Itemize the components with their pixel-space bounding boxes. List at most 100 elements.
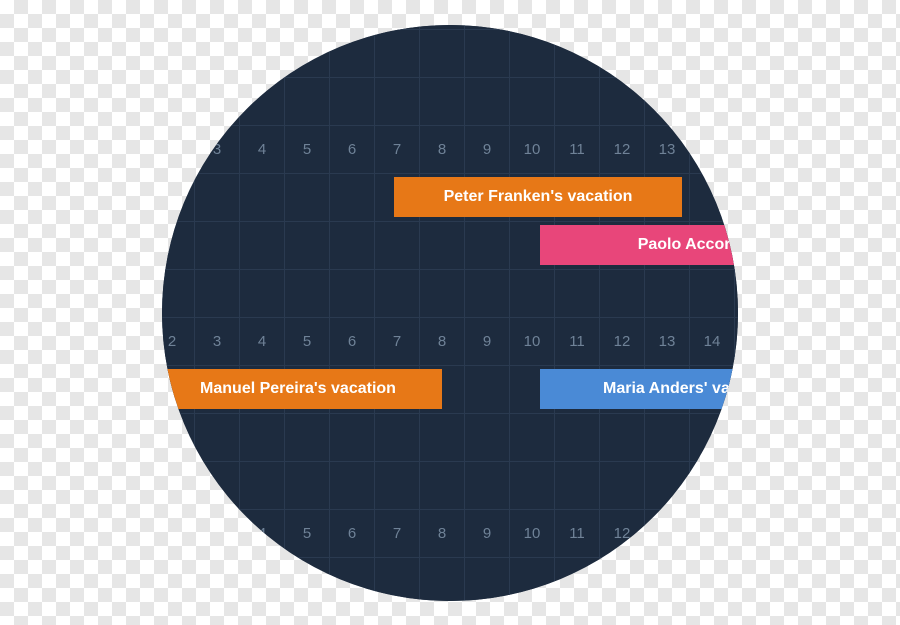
calendar-cell (284, 413, 329, 461)
calendar-day-header: 3 (194, 317, 239, 365)
calendar-day-header: 12 (599, 509, 644, 557)
calendar-cell (329, 557, 374, 601)
calendar-cell (162, 461, 194, 509)
calendar-cell (162, 77, 194, 125)
calendar-cell (644, 557, 689, 601)
calendar-cell (329, 221, 374, 269)
calendar-cell (599, 29, 644, 77)
bar-manuel-pereira[interactable]: Manuel Pereira's vacation (162, 369, 442, 409)
calendar-cell (509, 461, 554, 509)
calendar-cell (689, 77, 734, 125)
calendar-cell (419, 77, 464, 125)
calendar-cell (374, 29, 419, 77)
calendar-cell (644, 29, 689, 77)
transparency-checker-background: 1234567891011123456789101112131415161234… (0, 0, 900, 625)
calendar-cell (734, 173, 738, 221)
calendar-day-header: 8 (419, 317, 464, 365)
calendar-cell (464, 413, 509, 461)
calendar-day-header: 14 (689, 317, 734, 365)
calendar-cell (509, 269, 554, 317)
calendar-cell (329, 29, 374, 77)
calendar-day-header: 10 (509, 125, 554, 173)
calendar-cell (419, 221, 464, 269)
calendar-cell (374, 557, 419, 601)
bar-peter-franken[interactable]: Peter Franken's vacation (394, 177, 682, 217)
calendar-day-header: 7 (374, 125, 419, 173)
calendar-cell (374, 269, 419, 317)
calendar-day-header: 4 (239, 509, 284, 557)
calendar-day-header: 9 (464, 317, 509, 365)
calendar-cell (689, 557, 734, 601)
calendar-cell (239, 269, 284, 317)
bar-ma-blue[interactable]: Maria Anders' vacation (540, 369, 738, 409)
calendar-cell (599, 77, 644, 125)
calendar-cell (689, 29, 734, 77)
calendar-cell (284, 29, 329, 77)
calendar-header-row: 12345678910111213141516 (162, 125, 738, 173)
calendar-cell (162, 413, 194, 461)
calendar-cell (284, 77, 329, 125)
calendar-day-header: 7 (374, 317, 419, 365)
calendar-day-header: 2 (162, 317, 194, 365)
calendar-day-header: 10 (509, 509, 554, 557)
calendar-day-header: 10 (509, 317, 554, 365)
gantt-viewport-circle: 1234567891011123456789101112131415161234… (162, 25, 738, 601)
calendar-day-header: 3 (194, 509, 239, 557)
calendar-cell (464, 221, 509, 269)
calendar-day-header: 14 (689, 509, 734, 557)
calendar-day-header: 6 (329, 125, 374, 173)
calendar-cell (464, 29, 509, 77)
calendar-body-row (162, 77, 738, 125)
calendar-day-header: 13 (644, 125, 689, 173)
calendar-day-header: 8 (419, 125, 464, 173)
calendar-cell (162, 557, 194, 601)
calendar-cell (599, 461, 644, 509)
calendar-cell (734, 77, 738, 125)
calendar-day-header: 8 (419, 509, 464, 557)
calendar-day-header: 7 (374, 509, 419, 557)
calendar-cell (374, 461, 419, 509)
calendar-cell (509, 77, 554, 125)
calendar-header-row: 12345678910111213141516 (162, 509, 738, 557)
calendar-cell (162, 29, 194, 77)
bar-paolo-accorti[interactable]: Paolo Accorti's vacation (540, 225, 738, 265)
calendar-day-header: 13 (644, 509, 689, 557)
calendar-cell (194, 77, 239, 125)
calendar-cell (734, 413, 738, 461)
calendar-cell (194, 461, 239, 509)
calendar-cell (419, 269, 464, 317)
calendar-cell (239, 173, 284, 221)
calendar-cell (329, 461, 374, 509)
calendar-body-row (162, 557, 738, 601)
calendar-cell (644, 461, 689, 509)
calendar-cell (239, 29, 284, 77)
calendar-day-header: 4 (239, 125, 284, 173)
calendar-header-row: 12345678910111213141516 (162, 317, 738, 365)
calendar-body-row (162, 413, 738, 461)
calendar-cell (464, 557, 509, 601)
calendar-day-header: 12 (599, 317, 644, 365)
calendar-cell (239, 221, 284, 269)
calendar-cell (194, 557, 239, 601)
calendar-cell (194, 269, 239, 317)
calendar-day-header: 11 (554, 509, 599, 557)
calendar-cell (239, 413, 284, 461)
calendar-cell (689, 269, 734, 317)
calendar-day-header: 3 (194, 125, 239, 173)
calendar-cell (689, 413, 734, 461)
calendar-cell (284, 221, 329, 269)
calendar-day-header: 15 (734, 509, 738, 557)
calendar-day-header: 5 (284, 509, 329, 557)
calendar-cell (284, 461, 329, 509)
calendar-cell (554, 557, 599, 601)
calendar-cell (644, 413, 689, 461)
calendar-cell (599, 413, 644, 461)
calendar-cell (554, 269, 599, 317)
calendar-cell (599, 557, 644, 601)
bar-label: Maria Anders' vacation (540, 380, 738, 398)
calendar-cell (374, 77, 419, 125)
calendar-day-header: 4 (239, 317, 284, 365)
calendar-day-header: 5 (284, 317, 329, 365)
calendar-cell (554, 77, 599, 125)
calendar-day-header: 14 (689, 125, 734, 173)
